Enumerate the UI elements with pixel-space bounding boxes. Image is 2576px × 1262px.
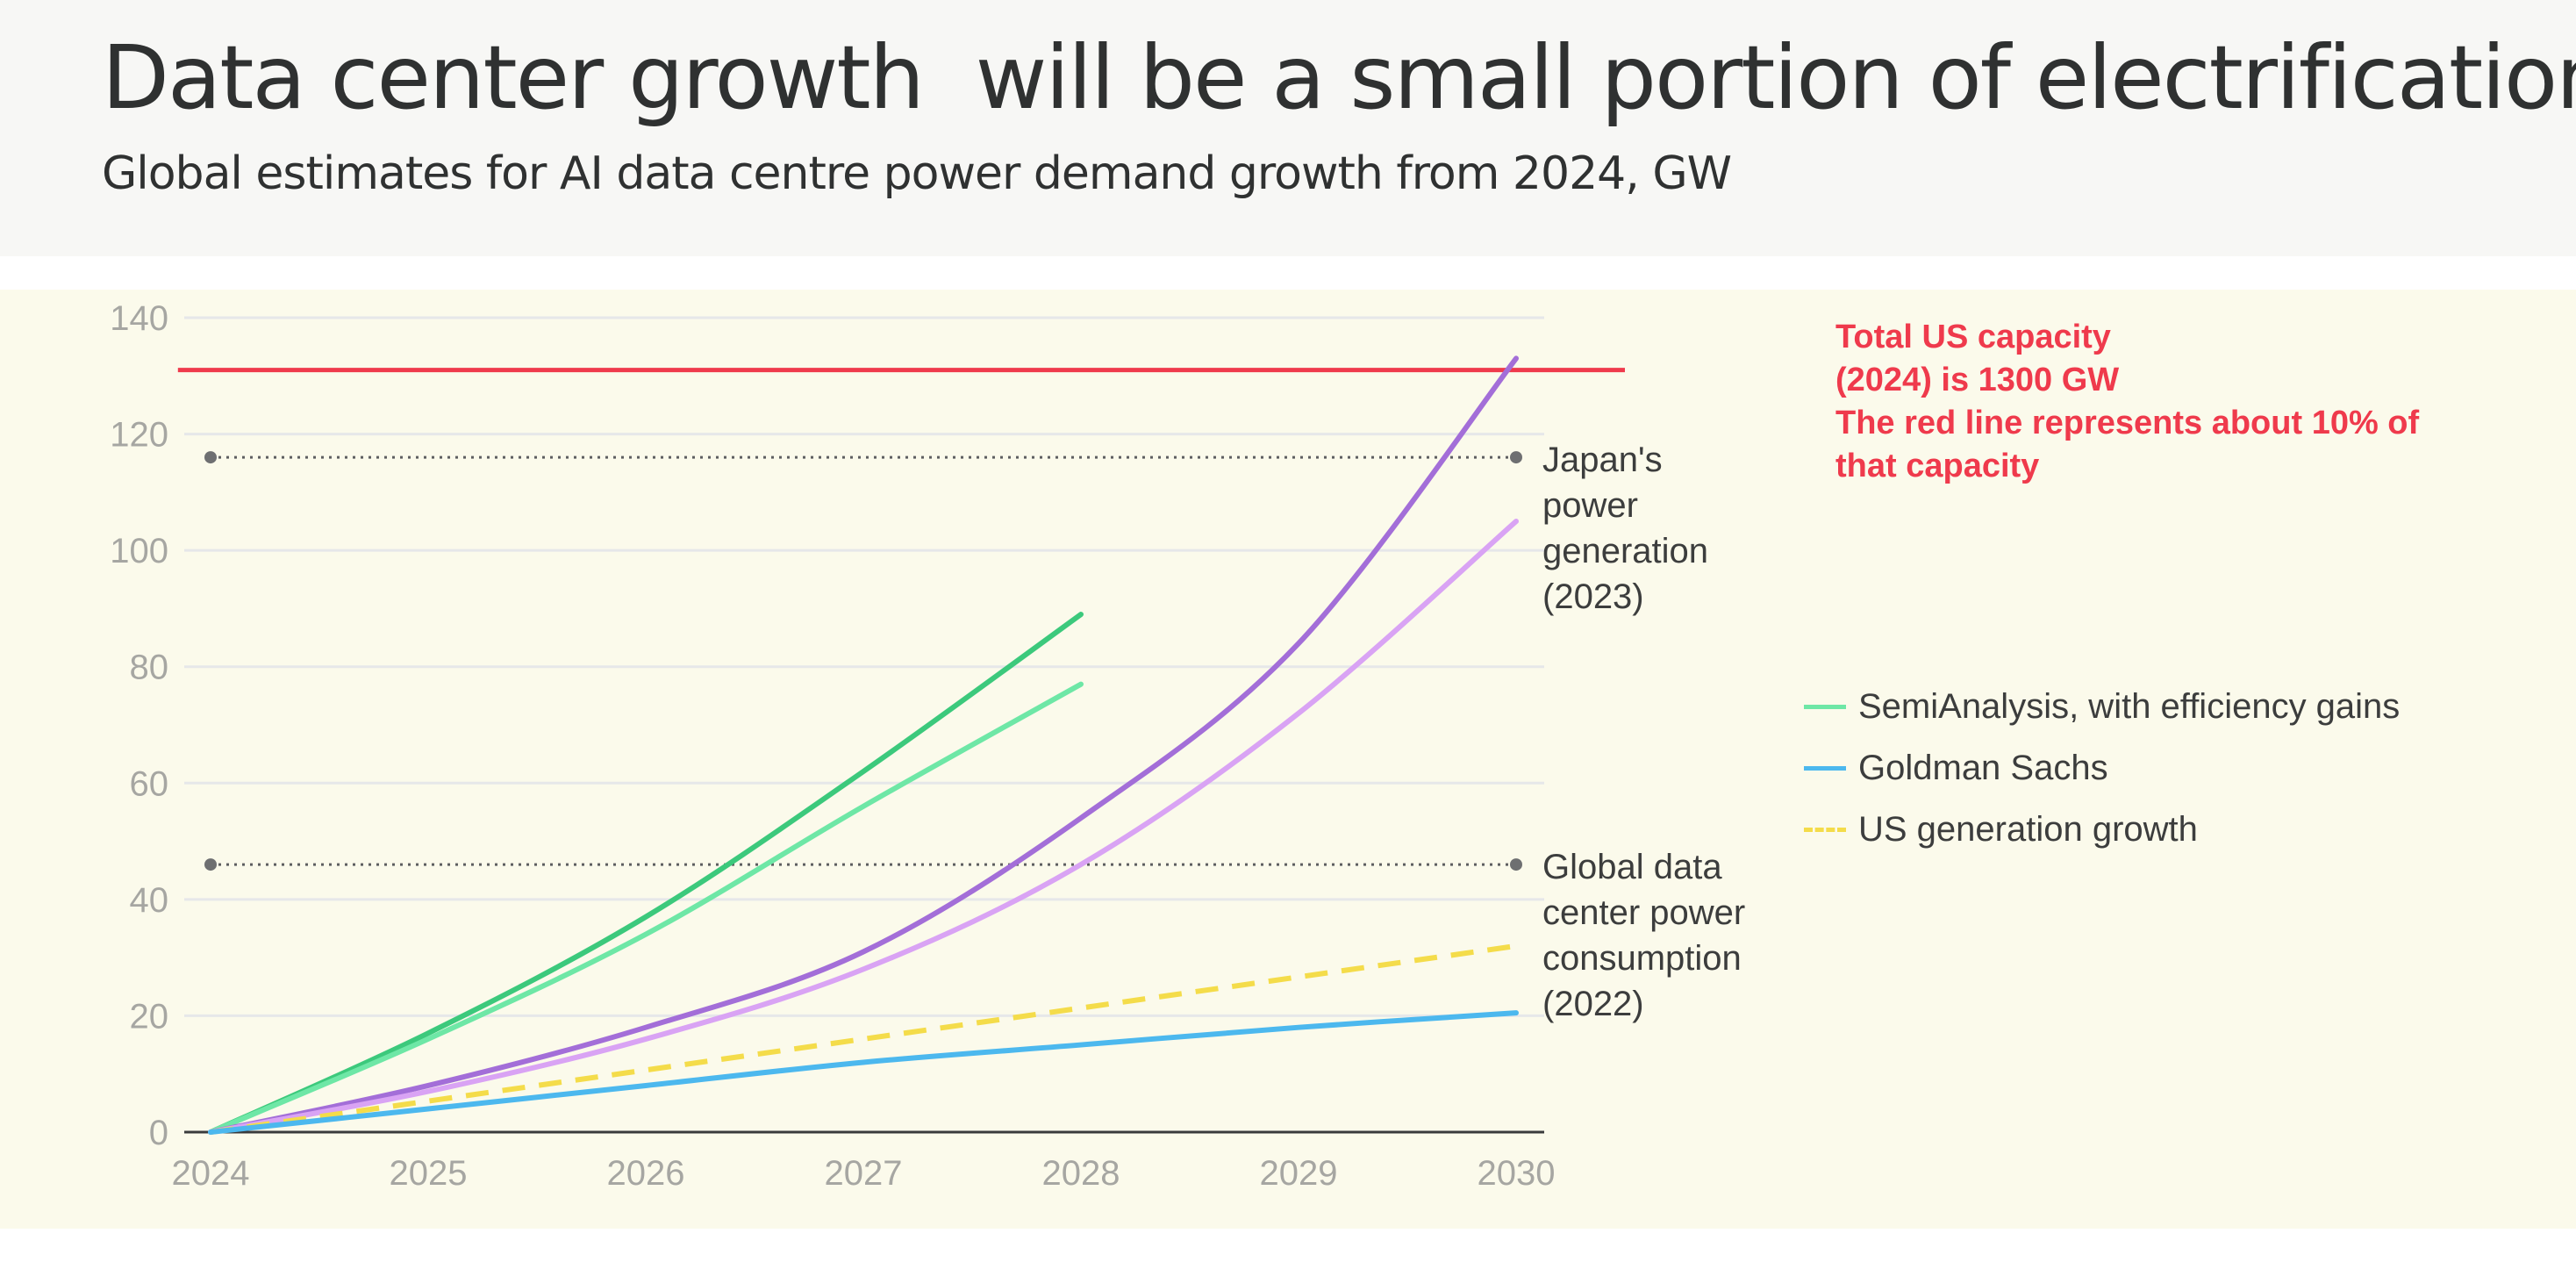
series-line [208, 612, 1084, 1135]
legend-label: Goldman Sachs [1858, 748, 2108, 787]
series-line [208, 355, 1519, 1135]
page-subtitle: Global estimates for AI data centre powe… [102, 147, 1732, 200]
reference-endpoint [204, 451, 217, 464]
series-line [210, 943, 1517, 1135]
y-tick-label: 40 [130, 881, 169, 920]
y-tick-label: 20 [130, 997, 169, 1036]
x-tick-label: 2025 [390, 1154, 468, 1193]
reference-endpoint [1510, 858, 1522, 871]
x-tick-label: 2026 [607, 1154, 685, 1193]
legend-swatch [1804, 704, 1846, 709]
reference-endpoint [204, 858, 217, 871]
legend-label: SemiAnalysis, with efficiency gains [1858, 686, 2401, 726]
page-title: Data center growth will be a small porti… [102, 26, 2576, 129]
legend-label: US generation growth [1858, 809, 2198, 849]
red-line-annotation: Total US capacity (2024) is 1300 GW The … [1835, 316, 2502, 488]
legend-item: US generation growth [1804, 799, 2400, 860]
x-tick-label: 2024 [172, 1154, 250, 1193]
legend-item: SemiAnalysis, with efficiency gains [1804, 676, 2400, 737]
annotation-line: (2024) is 1300 GW [1835, 362, 2120, 398]
series-line [208, 519, 1519, 1135]
reference-label: power [1542, 486, 1638, 525]
legend-item: Goldman Sachs [1804, 737, 2400, 799]
reference-label: consumption [1542, 939, 1742, 978]
x-tick-label: 2029 [1260, 1154, 1338, 1193]
reference-label: center power [1542, 893, 1745, 932]
reference-label: Global data [1542, 848, 1722, 886]
y-tick-label: 140 [110, 299, 168, 338]
legend-swatch [1804, 827, 1846, 832]
y-tick-label: 120 [110, 416, 168, 455]
y-tick-label: 0 [149, 1114, 168, 1152]
annotation-line: that capacity [1835, 448, 2040, 484]
reference-label: Japan's [1542, 441, 1663, 479]
reference-label: (2023) [1542, 577, 1644, 616]
series-line [208, 681, 1084, 1135]
x-tick-label: 2027 [825, 1154, 903, 1193]
series-line [208, 1010, 1519, 1135]
y-tick-label: 100 [110, 532, 168, 570]
reference-endpoint [1510, 451, 1522, 464]
y-tick-label: 80 [130, 649, 169, 687]
reference-label: generation [1542, 532, 1708, 570]
annotation-line: The red line represents about 10% of [1835, 405, 2420, 441]
chart-background [0, 290, 2576, 1229]
y-tick-label: 60 [130, 764, 169, 803]
legend-swatch [1804, 765, 1846, 771]
reference-label: (2022) [1542, 985, 1644, 1023]
x-tick-label: 2030 [1478, 1154, 1556, 1193]
x-tick-label: 2028 [1042, 1154, 1120, 1193]
chart-legend: SemiAnalysis, with efficiency gains Gold… [1804, 676, 2400, 860]
header: Data center growth will be a small porti… [0, 0, 2576, 256]
annotation-line: Total US capacity [1835, 319, 2111, 355]
